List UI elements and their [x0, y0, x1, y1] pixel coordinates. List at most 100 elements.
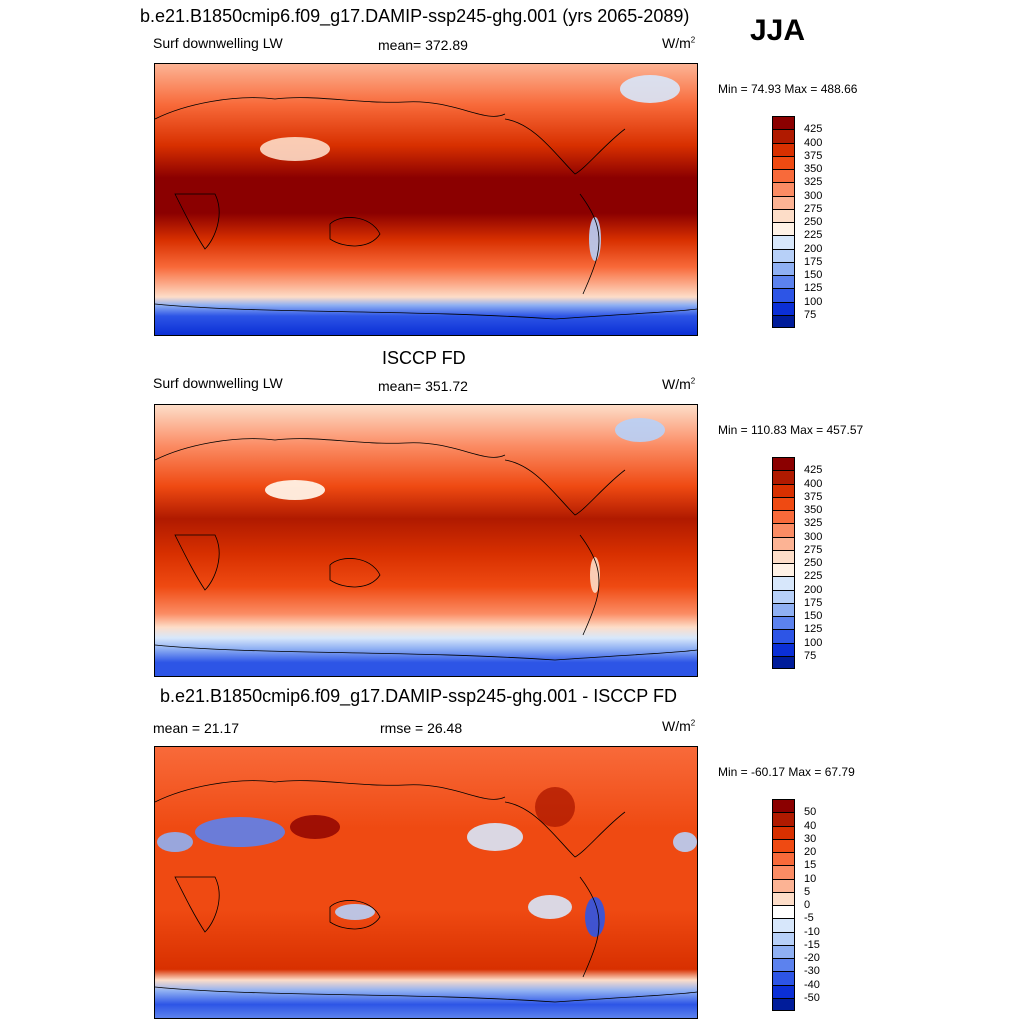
colorbar-segment — [772, 483, 795, 497]
colorbar-segment — [772, 984, 795, 998]
colorbar-tick-label: -50 — [804, 991, 820, 1004]
colorbar-tick-label: 50 — [804, 806, 817, 819]
colorbar-tick-label: 325 — [804, 176, 823, 189]
colorbar-tick-label: -5 — [804, 912, 814, 925]
colorbar-segment — [772, 891, 795, 905]
colorbar-frame — [772, 799, 795, 1011]
panel1-variable-label: Surf downwelling LW — [153, 35, 283, 51]
colorbar-segment — [772, 470, 795, 484]
colorbar-segment — [772, 536, 795, 550]
colorbar-tick-label: 100 — [804, 636, 823, 649]
colorbar-tick-label: 400 — [804, 136, 823, 149]
colorbar-segment — [772, 208, 795, 222]
colorbar-segment — [772, 905, 795, 919]
panel2-variable-label: Surf downwelling LW — [153, 375, 283, 391]
colorbar-segment — [772, 563, 795, 577]
colorbar-segment — [772, 248, 795, 262]
colorbar-tick-label: 5 — [804, 885, 811, 898]
colorbar-tick-label: 250 — [804, 557, 823, 569]
colorbar-segment — [772, 169, 795, 183]
colorbar-segment — [772, 222, 795, 236]
colorbar-segment — [772, 838, 795, 852]
colorbar-segment — [772, 496, 795, 510]
colorbar-tick-label: 225 — [804, 570, 823, 583]
colorbar-frame — [772, 116, 795, 328]
andes-feature — [585, 897, 605, 937]
colorbar-tick-label: 425 — [804, 464, 823, 477]
colorbar-tick-label: 350 — [804, 504, 823, 516]
panel2-coastlines — [155, 438, 697, 661]
panel1-minmax: Min = 74.93 Max = 488.66 — [718, 82, 858, 96]
colorbar-segment — [772, 523, 795, 537]
arabia-feature — [195, 817, 285, 847]
colorbar-tick-label: -10 — [804, 925, 820, 938]
colorbar-segment — [772, 812, 795, 826]
colorbar-tick-label: 75 — [804, 308, 817, 321]
colorbar-tick-label: 175 — [804, 596, 823, 609]
colorbar-tick-label: 275 — [804, 202, 823, 215]
colorbar-tick-label: 125 — [804, 282, 823, 295]
colorbar-tick-label: 30 — [804, 832, 817, 845]
colorbar-segment — [772, 997, 795, 1011]
greenland-feature — [615, 418, 665, 442]
colorbar-segment — [772, 878, 795, 892]
panel2-title: ISCCP FD — [382, 348, 466, 368]
colorbar-segment — [772, 457, 795, 471]
colorbar-segment — [772, 589, 795, 603]
colorbar-segment — [772, 116, 795, 130]
tibet-feature — [265, 480, 325, 500]
colorbar-tick-label: 300 — [804, 189, 823, 202]
andes-feature — [590, 557, 600, 593]
colorbar-segment — [772, 129, 795, 143]
panel1-mean-label: mean= 372.89 — [378, 37, 468, 53]
panel3-map — [154, 746, 698, 1019]
colorbar-segment — [772, 655, 795, 669]
colorbar-segment — [772, 576, 795, 590]
greenland-feature — [620, 75, 680, 103]
colorbar-segment — [772, 958, 795, 972]
colorbar-segment — [772, 865, 795, 879]
panel3-rmse-label: rmse = 26.48 — [380, 720, 463, 736]
colorbar-segment — [772, 235, 795, 249]
colorbar-tick-label: 125 — [804, 623, 823, 636]
colorbar-tick-label: 325 — [804, 517, 823, 530]
panel1-map — [154, 63, 698, 336]
colorbar-tick-label: -20 — [804, 952, 820, 964]
panel3-minmax: Min = -60.17 Max = 67.79 — [718, 765, 855, 779]
panel3-mean-label: mean = 21.17 — [153, 720, 240, 736]
colorbar-segment — [772, 944, 795, 958]
colorbar-segment — [772, 852, 795, 866]
colorbar-segment — [772, 288, 795, 302]
panel1-title: b.e21.B1850cmip6.f09_g17.DAMIP-ssp245-gh… — [140, 6, 690, 26]
colorbar-tick-label: 300 — [804, 530, 823, 543]
colorbar-segment — [772, 918, 795, 932]
colorbar-tick-label: 150 — [804, 269, 823, 281]
colorbar-tick-label: 175 — [804, 255, 823, 268]
tibet-feature — [260, 137, 330, 161]
colorbar-segment — [772, 275, 795, 289]
panel2-minmax: Min = 110.83 Max = 457.57 — [718, 423, 864, 437]
panel3-title: b.e21.B1850cmip6.f09_g17.DAMIP-ssp245-gh… — [160, 686, 677, 706]
colorbar-segment — [772, 799, 795, 813]
colorbar-tick-label: 225 — [804, 229, 823, 242]
colorbar-segment — [772, 510, 795, 524]
colorbar-segment — [772, 642, 795, 656]
colorbar-tick-label: 200 — [804, 242, 823, 255]
colorbar-tick-label: 250 — [804, 216, 823, 228]
colorbar-tick-label: 350 — [804, 163, 823, 175]
colorbar-segment — [772, 602, 795, 616]
colorbar-segment — [772, 155, 795, 169]
colorbar-segment — [772, 261, 795, 275]
colorbar-segment — [772, 971, 795, 985]
panel1-units: W/m2 — [662, 35, 696, 51]
panel2-map — [154, 404, 698, 677]
colorbar-segment — [772, 616, 795, 630]
season-label: JJA — [750, 14, 806, 47]
panel3-coastlines — [155, 780, 697, 1003]
colorbar-tick-label: 20 — [804, 846, 817, 858]
colorbar-tick-label: 275 — [804, 543, 823, 556]
colorbar-tick-label: 10 — [804, 872, 817, 885]
colorbar-segment — [772, 195, 795, 209]
colorbar-tick-label: -15 — [804, 938, 820, 951]
colorbar-tick-label: 0 — [804, 899, 811, 911]
